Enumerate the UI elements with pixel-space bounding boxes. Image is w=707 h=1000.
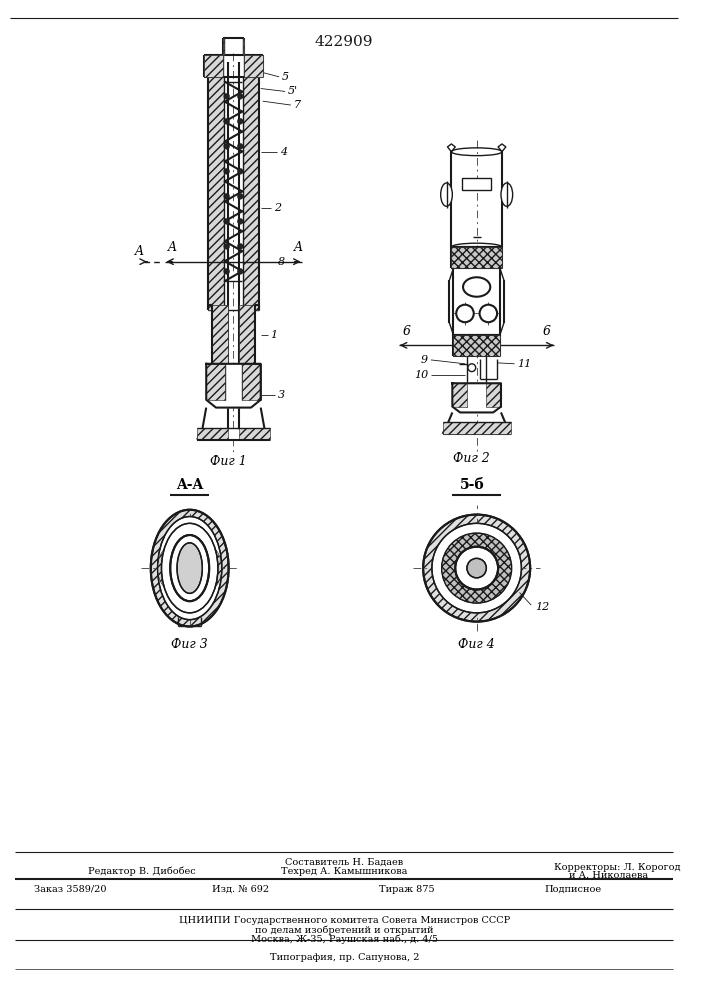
Circle shape bbox=[467, 558, 486, 578]
Ellipse shape bbox=[177, 543, 202, 593]
Circle shape bbox=[238, 193, 243, 199]
Ellipse shape bbox=[161, 523, 218, 613]
Text: 5': 5' bbox=[288, 86, 298, 96]
Circle shape bbox=[455, 547, 498, 589]
Polygon shape bbox=[197, 430, 270, 440]
Text: Фиг 2: Фиг 2 bbox=[453, 452, 490, 465]
Circle shape bbox=[238, 218, 243, 224]
Text: Техред А. Камышникова: Техред А. Камышникова bbox=[281, 867, 407, 876]
Circle shape bbox=[456, 305, 474, 322]
Bar bbox=[462, 178, 491, 190]
Bar bbox=[204, 55, 223, 77]
Text: 10: 10 bbox=[414, 370, 428, 380]
Text: 3: 3 bbox=[279, 390, 286, 400]
Bar bbox=[243, 38, 244, 55]
Circle shape bbox=[238, 168, 243, 174]
Text: Составитель Н. Бадаев: Составитель Н. Бадаев bbox=[286, 857, 404, 866]
Bar bbox=[212, 305, 228, 364]
Text: Москва, Ж-35, Раушская наб., д. 4/5: Москва, Ж-35, Раушская наб., д. 4/5 bbox=[251, 935, 438, 944]
Text: 6: 6 bbox=[543, 325, 551, 338]
Text: A: A bbox=[168, 241, 177, 254]
Bar bbox=[208, 305, 226, 310]
Circle shape bbox=[432, 523, 521, 613]
Text: 5: 5 bbox=[282, 72, 289, 82]
Text: Типография, пр. Сапунова, 2: Типография, пр. Сапунова, 2 bbox=[269, 953, 419, 962]
Text: Подписное: Подписное bbox=[545, 885, 602, 894]
Bar bbox=[452, 383, 467, 407]
Circle shape bbox=[479, 305, 497, 322]
Text: 1: 1 bbox=[271, 330, 278, 340]
Text: 11: 11 bbox=[518, 359, 532, 369]
Bar bbox=[239, 305, 255, 364]
Circle shape bbox=[223, 243, 230, 249]
Circle shape bbox=[238, 243, 243, 249]
Circle shape bbox=[223, 193, 230, 199]
Wedge shape bbox=[442, 533, 512, 603]
Circle shape bbox=[238, 268, 243, 274]
Ellipse shape bbox=[170, 535, 209, 601]
Bar bbox=[451, 247, 502, 268]
Bar bbox=[239, 428, 270, 440]
Text: Изд. № 692: Изд. № 692 bbox=[212, 885, 269, 894]
Text: A-A: A-A bbox=[176, 478, 204, 492]
Text: 2: 2 bbox=[274, 203, 281, 213]
Text: 7: 7 bbox=[294, 100, 301, 110]
Bar bbox=[486, 383, 501, 407]
Wedge shape bbox=[158, 536, 222, 600]
Bar bbox=[243, 364, 261, 400]
Ellipse shape bbox=[463, 277, 490, 297]
Bar bbox=[453, 335, 500, 356]
Text: A: A bbox=[294, 241, 303, 254]
Bar bbox=[197, 428, 228, 440]
Polygon shape bbox=[206, 364, 261, 408]
Text: 9: 9 bbox=[421, 355, 428, 365]
Text: Тираж 875: Тираж 875 bbox=[380, 885, 435, 894]
Bar bbox=[443, 422, 510, 434]
Circle shape bbox=[468, 364, 476, 372]
Text: A: A bbox=[135, 245, 144, 258]
Circle shape bbox=[423, 515, 530, 622]
Circle shape bbox=[238, 93, 243, 99]
Bar bbox=[243, 77, 259, 310]
Circle shape bbox=[223, 168, 230, 174]
Bar bbox=[206, 364, 225, 400]
Text: и А. Николаева: и А. Николаева bbox=[569, 871, 648, 880]
Text: 422909: 422909 bbox=[314, 35, 373, 49]
Bar bbox=[208, 77, 223, 310]
Text: Заказ 3589/20: Заказ 3589/20 bbox=[34, 885, 107, 894]
Text: Фиг 3: Фиг 3 bbox=[171, 638, 208, 651]
Bar bbox=[244, 55, 263, 77]
Polygon shape bbox=[452, 383, 501, 412]
Circle shape bbox=[223, 143, 230, 149]
Circle shape bbox=[223, 218, 230, 224]
Text: ЦНИИПИ Государственного комитета Совета Министров СССР: ЦНИИПИ Государственного комитета Совета … bbox=[179, 916, 510, 925]
Circle shape bbox=[223, 118, 230, 124]
Circle shape bbox=[238, 118, 243, 124]
Circle shape bbox=[223, 268, 230, 274]
Text: Фиг 4: Фиг 4 bbox=[458, 638, 495, 651]
Text: 5-б: 5-б bbox=[460, 478, 484, 492]
Text: Фиг 1: Фиг 1 bbox=[210, 455, 247, 468]
Bar bbox=[453, 268, 500, 335]
Text: 8: 8 bbox=[279, 257, 286, 267]
Text: 4: 4 bbox=[280, 147, 287, 157]
Circle shape bbox=[238, 143, 243, 149]
Text: Корректоры: Л. Корогод: Корректоры: Л. Корогод bbox=[554, 863, 681, 872]
Text: Редактор В. Дибобес: Редактор В. Дибобес bbox=[88, 867, 195, 876]
Text: по делам изобретений и открытий: по делам изобретений и открытий bbox=[255, 925, 433, 935]
Ellipse shape bbox=[151, 510, 228, 626]
Text: 12: 12 bbox=[535, 602, 549, 612]
Bar bbox=[241, 305, 259, 310]
Ellipse shape bbox=[501, 183, 513, 206]
Circle shape bbox=[223, 93, 230, 99]
Text: 6: 6 bbox=[402, 325, 411, 338]
Ellipse shape bbox=[158, 517, 222, 620]
Ellipse shape bbox=[440, 183, 452, 206]
